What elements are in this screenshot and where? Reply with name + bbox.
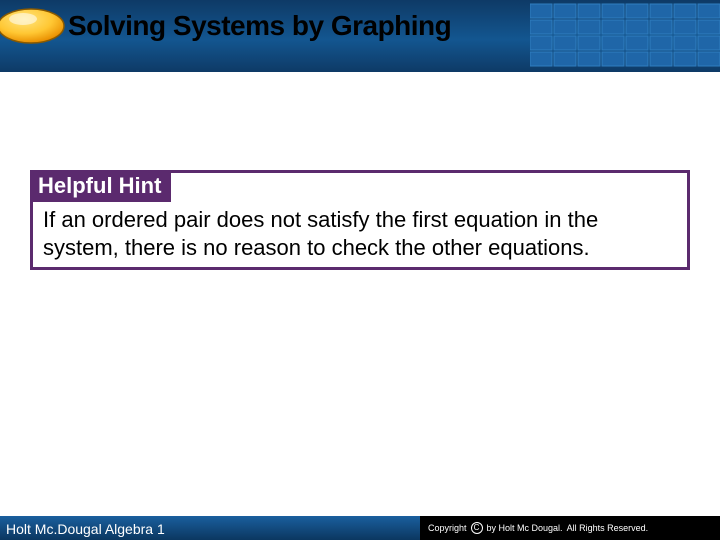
page-title: Solving Systems by Graphing xyxy=(68,10,451,42)
hint-body: If an ordered pair does not satisfy the … xyxy=(33,202,687,267)
header-bar: Solving Systems by Graphing xyxy=(0,0,720,72)
header-oval-icon xyxy=(0,6,67,46)
copyright-mid: by Holt Mc Dougal. xyxy=(487,523,563,533)
hint-box: Helpful Hint If an ordered pair does not… xyxy=(30,170,690,270)
footer-left-text: Holt Mc.Dougal Algebra 1 xyxy=(6,521,165,537)
header-grid-decor xyxy=(530,0,720,72)
copyright-text: Copyright C by Holt Mc Dougal. All Right… xyxy=(428,522,648,534)
footer-bar: Holt Mc.Dougal Algebra 1 Copyright C by … xyxy=(0,516,720,540)
footer-copyright: Copyright C by Holt Mc Dougal. All Right… xyxy=(420,516,720,540)
content-area: Helpful Hint If an ordered pair does not… xyxy=(30,170,690,270)
hint-label: Helpful Hint xyxy=(30,170,171,202)
copyright-prefix: Copyright xyxy=(428,523,467,533)
copyright-suffix: All Rights Reserved. xyxy=(567,523,649,533)
copyright-icon: C xyxy=(471,522,483,534)
